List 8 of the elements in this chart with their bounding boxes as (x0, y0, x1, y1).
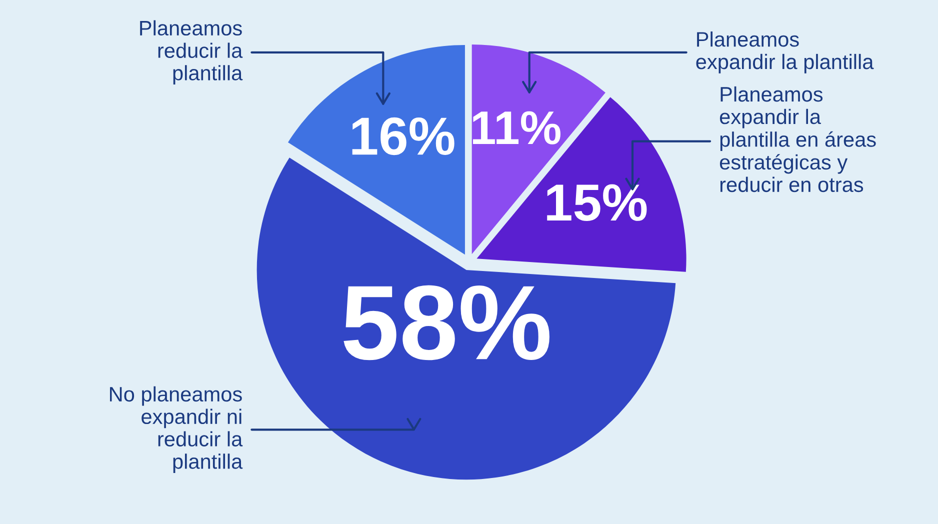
data-label: 16% (352, 117, 454, 156)
slice-label: Planeamos reducir la plantilla (140, 20, 243, 85)
data-label: 58% (344, 285, 550, 360)
data-label: 11% (473, 111, 560, 144)
slice-label: Planeamos expandir la plantilla (696, 31, 874, 74)
slice-label: No planeamos expandir ni reducir la plantilla (110, 386, 243, 474)
data-label: 15% (547, 184, 647, 222)
slice-label: Planeamos expandir la plantilla en áreas estratégicas y reducir en otras (720, 86, 876, 192)
